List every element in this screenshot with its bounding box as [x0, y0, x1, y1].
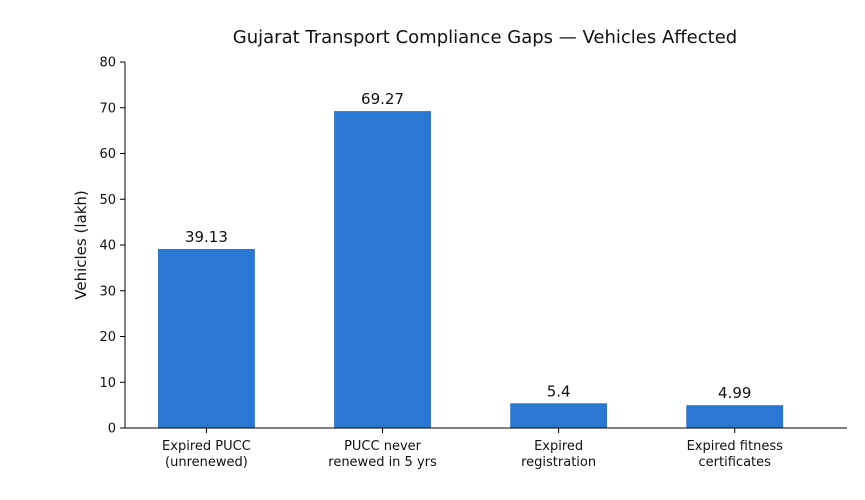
- y-tick-label: 60: [99, 147, 116, 162]
- y-tick-label: 20: [99, 330, 116, 345]
- y-tick-label: 80: [99, 56, 116, 71]
- bars: [158, 111, 784, 428]
- y-axis-ticks: 0 10 20 30 40 50 60 70 80: [99, 56, 125, 437]
- y-tick-label: 50: [99, 193, 116, 208]
- bar: [158, 248, 255, 428]
- bar-value-label: 5.4: [547, 382, 571, 400]
- y-axis-label: Vehicles (lakh): [72, 190, 90, 299]
- category-label: registration: [521, 455, 596, 470]
- category-label: Expired fitness: [687, 439, 784, 454]
- y-tick-label: 30: [99, 284, 116, 299]
- bar: [510, 403, 608, 428]
- y-tick-label: 40: [99, 239, 116, 254]
- category-label: renewed in 5 yrs: [328, 455, 437, 470]
- category-labels: Expired PUCC(unrenewed) PUCC neverrenewed…: [162, 428, 783, 470]
- category-label: (unrenewed): [165, 455, 248, 470]
- chart-title: Gujarat Transport Compliance Gaps — Vehi…: [233, 27, 737, 48]
- bar-value-label: 39.13: [185, 228, 228, 246]
- y-tick-label: 10: [99, 376, 116, 391]
- category-label: PUCC never: [344, 439, 422, 454]
- bar-value-label: 69.27: [361, 90, 404, 108]
- bar: [334, 111, 431, 428]
- bar: [686, 405, 784, 428]
- bar-value-label: 4.99: [718, 384, 751, 402]
- category-label: Expired PUCC: [162, 439, 251, 454]
- y-tick-label: 70: [99, 101, 116, 116]
- data-labels: 39.13 69.27 5.4 4.99: [185, 90, 751, 402]
- y-tick-label: 0: [108, 422, 116, 437]
- category-label: Expired: [534, 439, 583, 454]
- category-label: certificates: [699, 455, 772, 470]
